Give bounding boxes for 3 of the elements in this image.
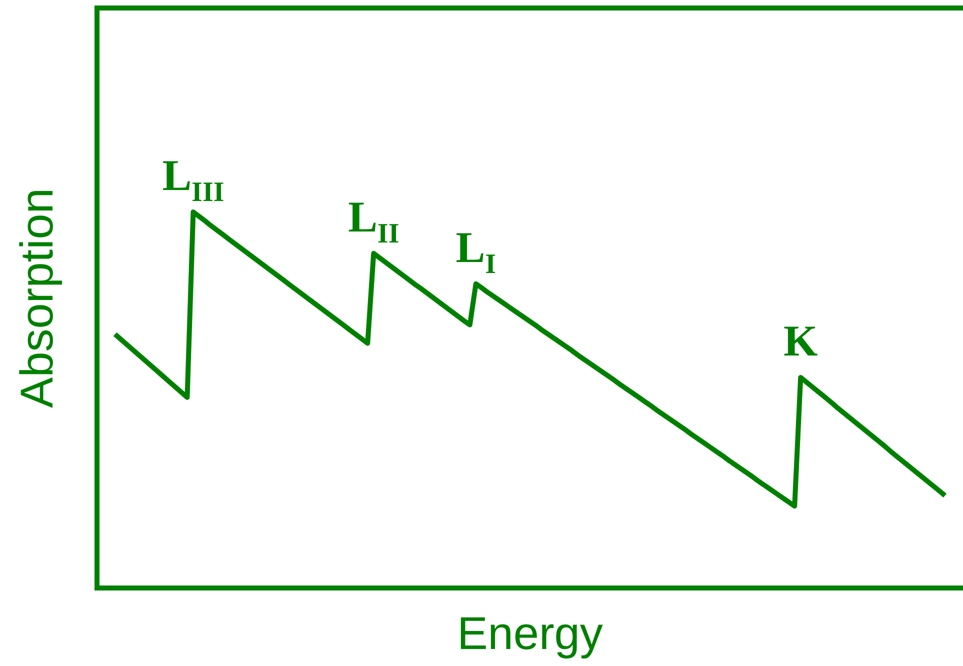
annotation: K bbox=[784, 316, 818, 366]
y-axis-title: Absorption bbox=[10, 188, 62, 408]
x-axis-title: Energy bbox=[457, 607, 603, 660]
